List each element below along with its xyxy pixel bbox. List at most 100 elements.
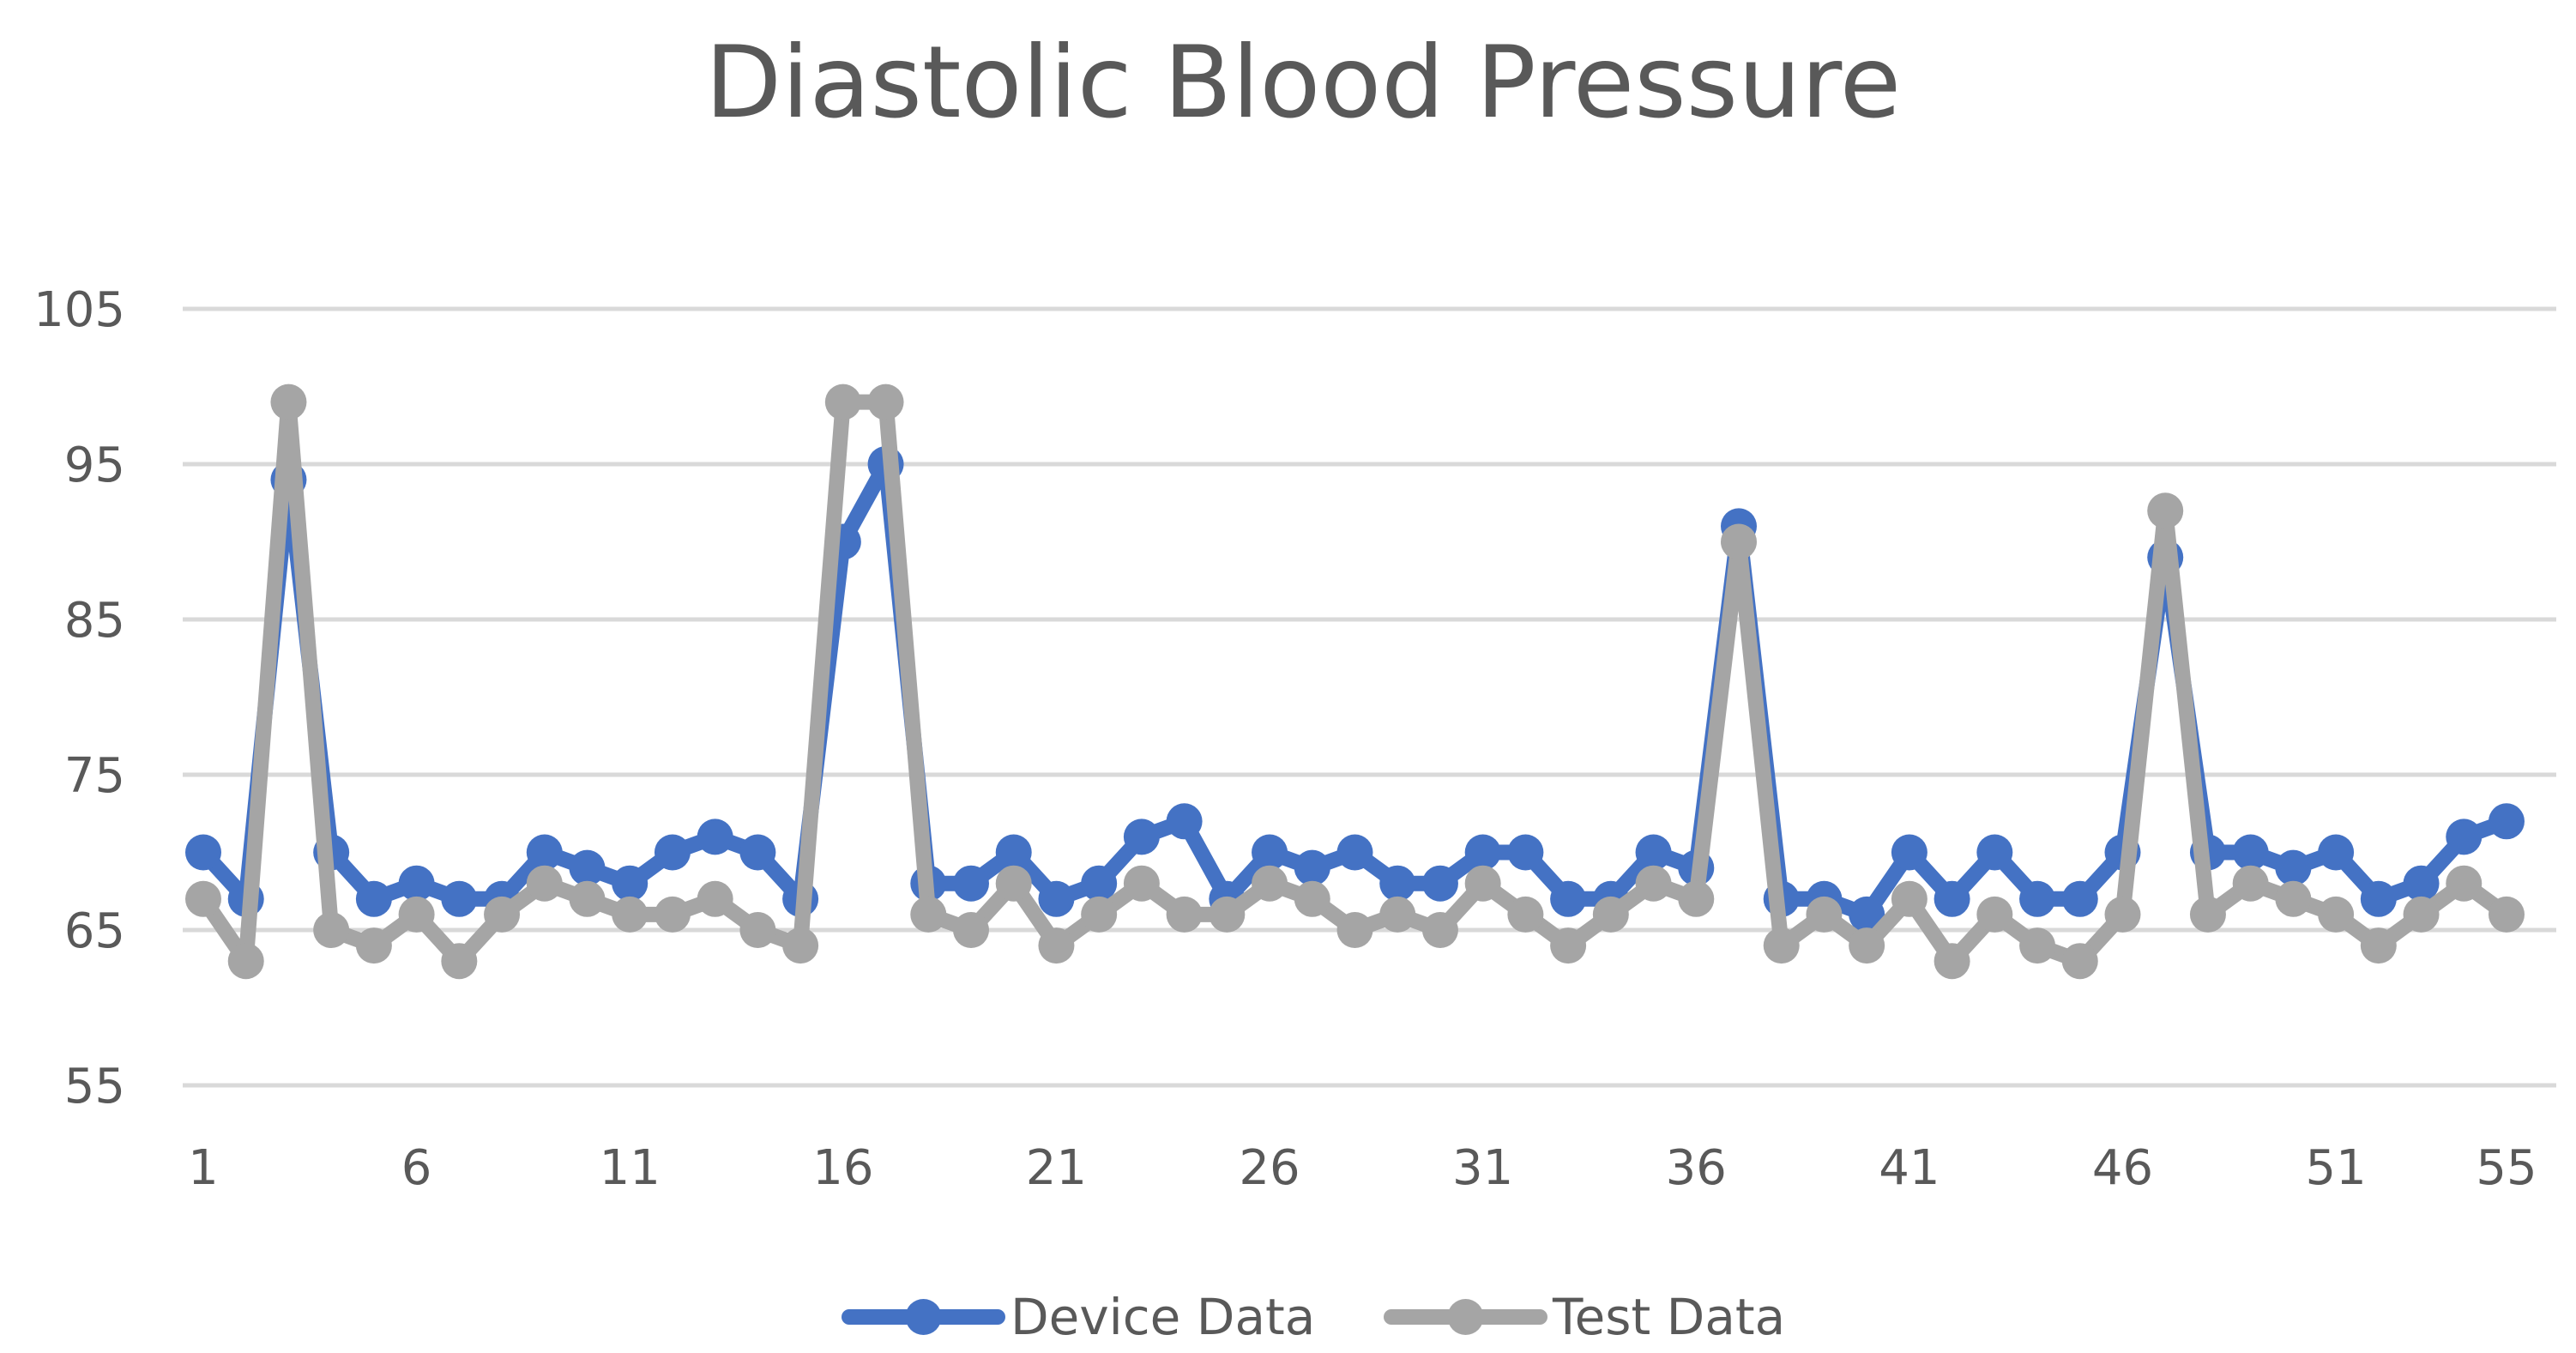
data-point bbox=[2232, 865, 2269, 902]
legend-item-device-data: Device Data bbox=[842, 1288, 1315, 1346]
data-point bbox=[824, 384, 861, 420]
y-tick-label: 95 bbox=[64, 438, 125, 493]
data-point bbox=[1464, 834, 1501, 871]
y-axis-tick-labels: 55 65 75 85 95 105 bbox=[33, 282, 125, 1114]
data-point bbox=[1252, 834, 1288, 871]
y-tick-label: 65 bbox=[64, 903, 125, 959]
data-point bbox=[2318, 896, 2355, 933]
data-point bbox=[1294, 880, 1330, 917]
data-point bbox=[1891, 880, 1927, 917]
data-point bbox=[2232, 834, 2269, 871]
data-point bbox=[1635, 865, 1672, 902]
data-point bbox=[739, 912, 776, 948]
data-point bbox=[1209, 896, 1246, 933]
x-tick-label: 21 bbox=[1026, 1140, 1087, 1196]
data-point bbox=[1336, 912, 1373, 948]
data-point bbox=[1294, 849, 1330, 886]
data-point bbox=[2489, 896, 2525, 933]
x-tick-label: 41 bbox=[1879, 1140, 1940, 1196]
gridlines bbox=[183, 306, 2556, 1088]
series-test-data bbox=[185, 384, 2525, 980]
data-point bbox=[2019, 880, 2056, 917]
data-point bbox=[612, 865, 649, 902]
data-point bbox=[1336, 834, 1373, 871]
data-point bbox=[1507, 896, 1544, 933]
legend-label: Device Data bbox=[1010, 1288, 1315, 1346]
data-point bbox=[953, 865, 989, 902]
legend-marker bbox=[1447, 1299, 1484, 1335]
data-point bbox=[1976, 896, 2013, 933]
data-point bbox=[1550, 880, 1587, 917]
data-point bbox=[526, 834, 563, 871]
data-point bbox=[1806, 896, 1843, 933]
data-point bbox=[1123, 865, 1160, 902]
data-point bbox=[1038, 880, 1075, 917]
y-tick-label: 55 bbox=[64, 1059, 125, 1114]
legend: Device Data Test Data bbox=[842, 1288, 1785, 1346]
data-point bbox=[526, 865, 563, 902]
data-point bbox=[910, 896, 947, 933]
series-layer bbox=[185, 384, 2525, 980]
legend-label: Test Data bbox=[1552, 1288, 1785, 1346]
data-point bbox=[1849, 927, 1885, 964]
data-point bbox=[2104, 896, 2141, 933]
data-point bbox=[2446, 818, 2482, 855]
data-point bbox=[1934, 880, 1970, 917]
data-point bbox=[1123, 818, 1160, 855]
x-tick-label: 16 bbox=[812, 1140, 873, 1196]
data-point bbox=[995, 865, 1032, 902]
data-point bbox=[2275, 849, 2312, 886]
data-point bbox=[2061, 880, 2098, 917]
data-point bbox=[484, 896, 521, 933]
data-point bbox=[867, 384, 904, 420]
data-point bbox=[1464, 865, 1501, 902]
data-point bbox=[2403, 896, 2440, 933]
data-point bbox=[2489, 803, 2525, 840]
y-tick-label: 75 bbox=[64, 748, 125, 804]
data-point bbox=[1081, 896, 1118, 933]
data-point bbox=[398, 896, 435, 933]
data-point bbox=[569, 880, 606, 917]
data-point bbox=[1976, 834, 2013, 871]
data-point bbox=[2446, 865, 2482, 902]
x-tick-label: 31 bbox=[1452, 1140, 1513, 1196]
data-point bbox=[1550, 927, 1587, 964]
x-tick-label: 51 bbox=[2305, 1140, 2366, 1196]
data-point bbox=[2360, 880, 2397, 917]
data-point bbox=[355, 880, 392, 917]
x-tick-label: 46 bbox=[2092, 1140, 2153, 1196]
data-point bbox=[185, 880, 221, 917]
data-point bbox=[1421, 912, 1458, 948]
data-point bbox=[782, 927, 819, 964]
data-point bbox=[995, 834, 1032, 871]
data-point bbox=[1038, 927, 1075, 964]
data-point bbox=[1252, 865, 1288, 902]
data-point bbox=[398, 865, 435, 902]
y-tick-label: 85 bbox=[64, 593, 125, 649]
data-point bbox=[1763, 927, 1800, 964]
data-point bbox=[2147, 492, 2184, 529]
data-point bbox=[1721, 523, 1757, 560]
x-tick-label: 36 bbox=[1666, 1140, 1727, 1196]
legend-marker bbox=[905, 1299, 942, 1335]
data-point bbox=[569, 849, 606, 886]
data-point bbox=[1934, 943, 1970, 980]
data-point bbox=[1678, 880, 1715, 917]
data-point bbox=[441, 943, 478, 980]
data-point bbox=[1081, 865, 1118, 902]
data-point bbox=[1166, 896, 1203, 933]
data-point bbox=[739, 834, 776, 871]
y-tick-label: 105 bbox=[33, 282, 125, 338]
data-point bbox=[355, 927, 392, 964]
x-tick-label: 11 bbox=[600, 1140, 661, 1196]
data-point bbox=[270, 384, 307, 420]
data-point bbox=[1507, 834, 1544, 871]
data-point bbox=[654, 896, 691, 933]
data-point bbox=[2360, 927, 2397, 964]
data-point bbox=[2403, 865, 2440, 902]
data-point bbox=[2061, 943, 2098, 980]
data-point bbox=[953, 912, 989, 948]
data-point bbox=[1421, 865, 1458, 902]
data-point bbox=[313, 912, 350, 948]
